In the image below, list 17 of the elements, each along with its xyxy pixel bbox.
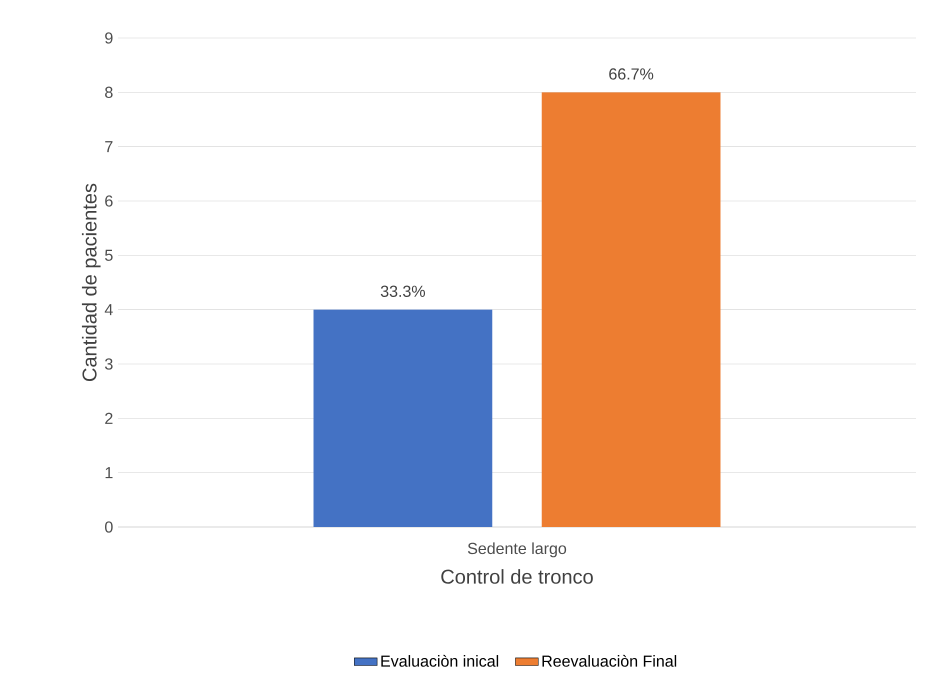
y-tick-label: 0 (105, 521, 113, 533)
x-axis-title: Control de tronco (441, 569, 593, 584)
y-tick-label: 8 (105, 86, 113, 98)
annotation: 33.3% (380, 286, 425, 297)
annotation: 66.7% (609, 68, 654, 80)
y-tick-label: 6 (105, 195, 113, 207)
x-tick-label: Sedente largo (468, 542, 566, 558)
y-tick-label: 5 (105, 250, 113, 261)
y-tick-label: 9 (105, 32, 113, 44)
legend-label: Reevaluaciòn Final (542, 654, 676, 667)
y-tick-label: 3 (105, 358, 113, 370)
y-tick-label: 2 (105, 412, 112, 424)
y-axis-title: Cantidad de pacientes (82, 184, 101, 381)
y-tick-label: 7 (105, 141, 112, 152)
y-tick-label: 1 (106, 467, 113, 478)
y-tick-label: 4 (104, 304, 113, 316)
legend-label: Evaluaciòn inical (381, 654, 498, 667)
